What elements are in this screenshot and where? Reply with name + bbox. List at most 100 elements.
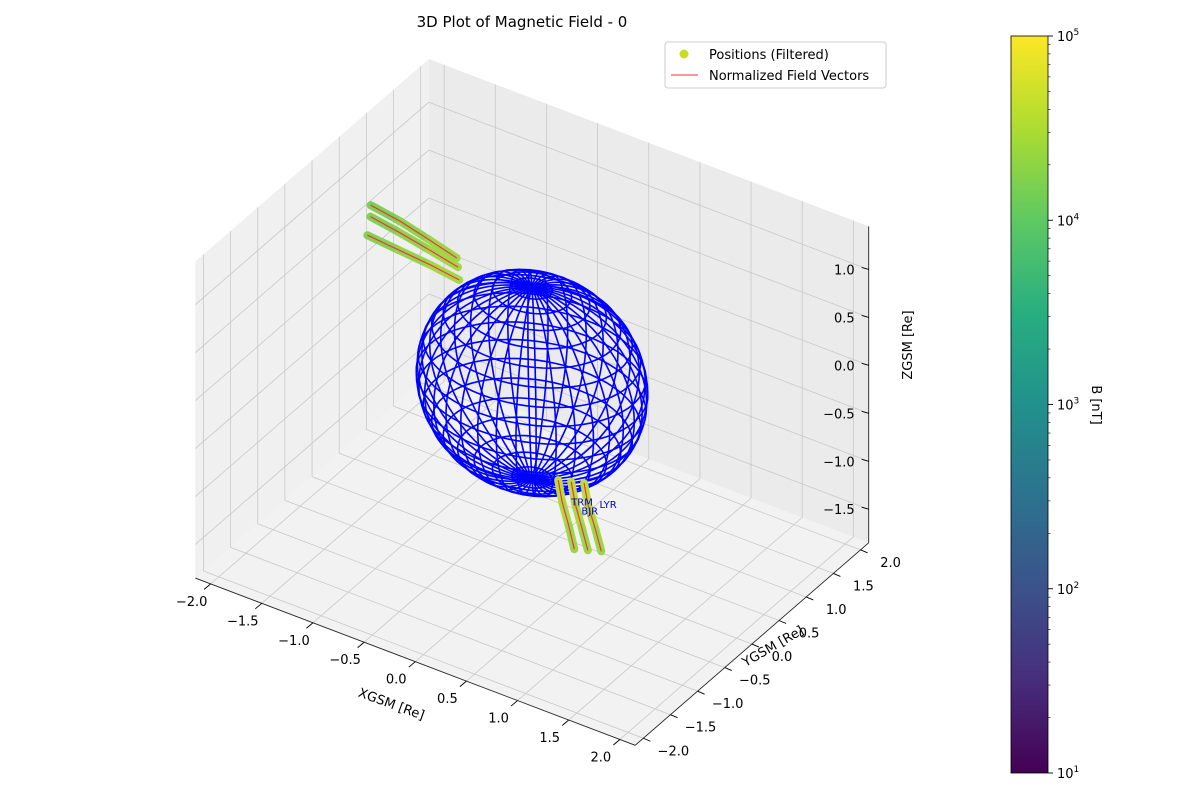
grid-line-z xyxy=(428,101,869,270)
sphere-meridian-line xyxy=(423,286,533,481)
sphere-meridian-line xyxy=(531,286,577,498)
colorbar-tick-label: 103 xyxy=(1057,397,1079,414)
x-tick-label: 1.5 xyxy=(539,731,560,746)
colorbar-tick-label: 104 xyxy=(1057,212,1080,229)
colorbar: 105 104 103 102 101 B [nT] xyxy=(1010,28,1103,782)
field-line-vector xyxy=(367,234,460,281)
sphere-meridian-line xyxy=(531,283,632,480)
grid-lines xyxy=(195,64,869,740)
sphere-meridian-line xyxy=(531,286,647,480)
legend-label-vectors: Normalized Field Vectors xyxy=(709,69,869,84)
y-tick-label: −2.0 xyxy=(658,744,690,759)
x-tick-label: −1.5 xyxy=(227,614,259,629)
grid-line-z xyxy=(195,341,430,545)
sphere-meridian-line xyxy=(420,281,533,480)
z-tick xyxy=(861,506,869,510)
sphere-meridian-line xyxy=(531,285,641,480)
x-tick xyxy=(357,641,365,649)
grid-line-z xyxy=(195,293,430,497)
sphere-meridian-line xyxy=(531,275,588,480)
field-line-vector xyxy=(557,479,575,550)
sphere-meridian-line xyxy=(527,268,533,479)
colorbar-label: B [nT] xyxy=(1088,385,1103,424)
y-tick xyxy=(697,690,705,695)
tick-labels: −2.0 −1.5 −1.0 −0.5 0.0 0.5 1.0 1.5 2.0 −2.0 −1.5 −… xyxy=(176,263,901,765)
y-tick xyxy=(751,643,760,648)
sphere-meridian-line xyxy=(506,268,533,480)
y-tick-label: 1.5 xyxy=(853,579,874,594)
x-tick-label: 2.0 xyxy=(591,750,612,765)
sphere-meridian-line xyxy=(453,272,533,480)
sphere-meridian-line xyxy=(487,268,533,480)
x-tick-label: −0.5 xyxy=(329,653,361,668)
y-tick-label: −1.0 xyxy=(712,697,744,712)
sphere-meridian-line xyxy=(476,286,533,491)
x-tick xyxy=(255,602,263,610)
y-tick-label: 0.5 xyxy=(799,627,820,642)
grid-line-z xyxy=(195,197,430,401)
colorbar-tick-label: 101 xyxy=(1057,765,1079,782)
z-tick xyxy=(861,410,869,414)
legend-marker-positions xyxy=(679,49,689,59)
z-tick-label: −0.5 xyxy=(823,407,855,422)
y-tick-label: −0.5 xyxy=(739,674,771,689)
station-label-bjr: BJR xyxy=(581,506,598,517)
x-tick-label: 1.0 xyxy=(488,712,509,727)
sphere-meridian-line xyxy=(531,286,625,491)
z-tick-label: −1.5 xyxy=(823,503,855,518)
sphere-meridian-line xyxy=(432,286,533,483)
x-tick-label: −1.0 xyxy=(278,634,310,649)
field-lines xyxy=(363,201,606,556)
colorbar-tick-label: 105 xyxy=(1057,28,1079,45)
y-tick xyxy=(643,737,651,742)
chart-title: 3D Plot of Magnetic Field - 0 xyxy=(417,13,628,31)
colorbar-tick-label: 102 xyxy=(1057,581,1079,598)
x-tick-label: 0.0 xyxy=(386,673,407,688)
grid-line-y xyxy=(366,429,807,598)
field-line-vector xyxy=(370,204,458,259)
sphere-meridian-line xyxy=(415,285,533,480)
z-tick-label: 0.0 xyxy=(834,359,855,374)
y-tick xyxy=(724,667,732,672)
sphere-meridian-line xyxy=(531,287,537,498)
z-tick xyxy=(861,458,869,462)
sphere-meridian-line xyxy=(417,286,533,480)
grid-line-z xyxy=(428,197,869,366)
z-axis-label: ZGSM [Re] xyxy=(901,310,916,379)
colorbar-ticks: 105 104 103 102 101 xyxy=(1048,28,1080,782)
colorbar-gradient xyxy=(1011,36,1048,773)
grid-line-z xyxy=(195,149,430,353)
sphere-meridian-line xyxy=(439,275,533,480)
grid-line-y xyxy=(393,405,834,574)
x-tick xyxy=(510,700,518,707)
sphere-meridian-line xyxy=(531,272,569,480)
grid-line-y xyxy=(420,382,861,551)
x-tick xyxy=(306,622,314,629)
sphere-meridian-line xyxy=(531,286,558,498)
legend[interactable]: Positions (Filtered) Normalized Field Ve… xyxy=(664,41,887,89)
x-tick xyxy=(613,739,621,746)
legend-box xyxy=(664,41,887,89)
sphere-meridian-line xyxy=(531,270,549,480)
x-tick xyxy=(408,661,416,668)
field-line-vector xyxy=(370,216,459,268)
x-tick-label: −2.0 xyxy=(176,595,208,610)
y-tick-label: −1.5 xyxy=(685,721,717,736)
y-tick-label: 2.0 xyxy=(880,556,901,571)
grid-line-y xyxy=(284,499,725,668)
x-tick xyxy=(203,583,211,590)
field-line-vector xyxy=(570,481,589,551)
grid-line-y xyxy=(257,523,698,692)
grid-line-z xyxy=(195,245,430,449)
grid-line-y xyxy=(203,570,644,739)
sphere-meridian-line xyxy=(445,286,533,485)
grid-line-y xyxy=(339,452,780,621)
station-label-lyr: LYR xyxy=(599,500,616,511)
station-label-trm: TRM xyxy=(570,498,593,509)
y-tick xyxy=(670,714,678,719)
z-tick-label: −1.0 xyxy=(823,455,855,470)
grid-line-y xyxy=(311,476,753,645)
y-tick-label: 1.0 xyxy=(826,603,847,618)
